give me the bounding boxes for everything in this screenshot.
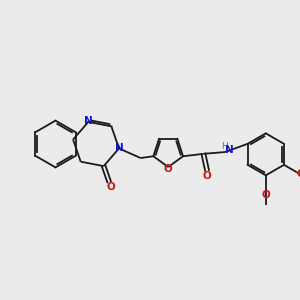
Text: O: O	[296, 169, 300, 179]
Text: H: H	[221, 142, 228, 152]
Text: N: N	[115, 143, 124, 153]
Text: O: O	[203, 171, 212, 181]
Text: O: O	[261, 190, 270, 200]
Text: O: O	[164, 164, 172, 174]
Text: N: N	[84, 116, 93, 126]
Text: O: O	[107, 182, 116, 192]
Text: N: N	[225, 145, 234, 155]
